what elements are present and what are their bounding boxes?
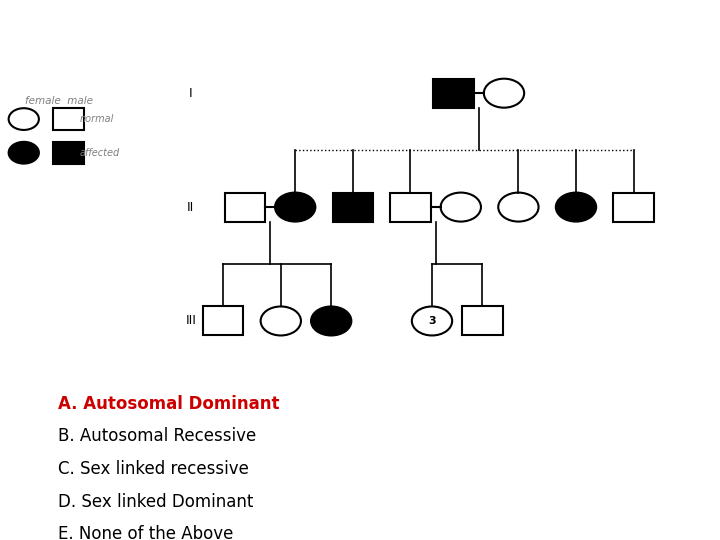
Text: female  male: female male — [25, 96, 93, 106]
Bar — [390, 193, 431, 221]
Bar — [613, 193, 654, 221]
Bar — [433, 79, 474, 107]
Circle shape — [412, 307, 452, 335]
Text: I: I — [189, 87, 193, 100]
Circle shape — [498, 193, 539, 221]
Circle shape — [311, 307, 351, 335]
Circle shape — [556, 193, 596, 221]
Circle shape — [261, 307, 301, 335]
Text: E. None of the Above: E. None of the Above — [58, 525, 233, 540]
Text: C. Sex linked recessive: C. Sex linked recessive — [58, 460, 248, 478]
Text: 3: 3 — [428, 316, 436, 326]
Circle shape — [9, 108, 39, 130]
Bar — [333, 193, 373, 221]
Text: D. Sex linked Dominant: D. Sex linked Dominant — [58, 492, 253, 511]
Bar — [53, 108, 84, 130]
Text: A. Autosomal Dominant: A. Autosomal Dominant — [58, 395, 279, 413]
Circle shape — [9, 142, 39, 164]
Text: B. Autosomal Recessive: B. Autosomal Recessive — [58, 428, 256, 445]
Bar — [462, 307, 503, 335]
Bar — [53, 142, 84, 164]
Text: affected: affected — [79, 148, 120, 158]
Text: III: III — [185, 314, 197, 327]
Text: normal: normal — [79, 114, 114, 124]
Bar — [225, 193, 265, 221]
Circle shape — [484, 79, 524, 107]
Text: II: II — [187, 200, 194, 214]
Bar — [203, 307, 243, 335]
Circle shape — [275, 193, 315, 221]
Circle shape — [441, 193, 481, 221]
